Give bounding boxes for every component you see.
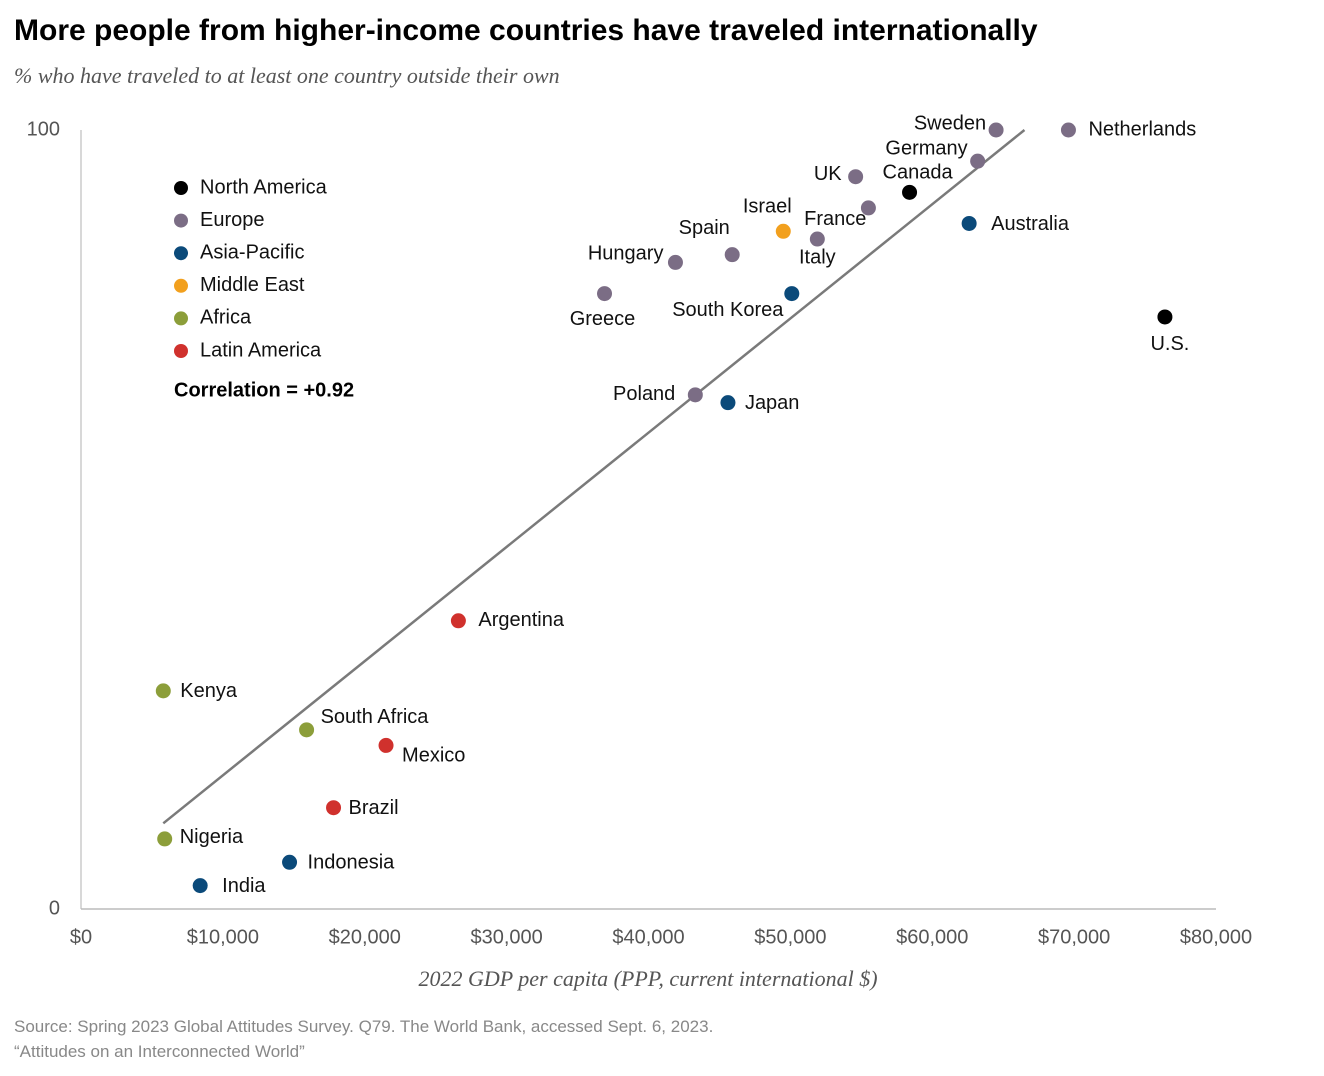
source: Source: Spring 2023 Global Attitudes Sur… bbox=[14, 1017, 713, 1036]
point bbox=[724, 247, 740, 263]
point-label: Canada bbox=[883, 162, 954, 184]
point bbox=[378, 737, 394, 753]
point bbox=[860, 200, 876, 216]
point bbox=[326, 800, 342, 816]
point bbox=[720, 395, 736, 411]
point bbox=[155, 683, 171, 699]
point-label: Spain bbox=[679, 217, 730, 239]
legend-label: Asia-Pacific bbox=[200, 241, 304, 263]
point-label: India bbox=[222, 875, 266, 897]
point bbox=[809, 231, 825, 247]
point bbox=[902, 184, 918, 200]
y-tick-label: 100 bbox=[27, 118, 60, 140]
chart-subtitle: % who have traveled to at least one coun… bbox=[14, 63, 560, 88]
point bbox=[192, 878, 208, 894]
legend-marker bbox=[174, 181, 188, 195]
point bbox=[1060, 122, 1076, 138]
x-tick-label: $60,000 bbox=[896, 926, 968, 948]
point-label: Japan bbox=[745, 392, 800, 414]
point bbox=[299, 722, 315, 738]
legend-label: Middle East bbox=[200, 274, 305, 296]
x-tick-label: $50,000 bbox=[754, 926, 826, 948]
point bbox=[784, 286, 800, 302]
point-label: Mexico bbox=[402, 745, 465, 767]
point bbox=[1157, 309, 1173, 325]
point-label: South Korea bbox=[672, 299, 784, 321]
point bbox=[848, 169, 864, 185]
x-tick-label: $40,000 bbox=[612, 926, 684, 948]
point bbox=[988, 122, 1004, 138]
legend-label: Latin America bbox=[200, 339, 322, 361]
x-tick-label: $30,000 bbox=[470, 926, 542, 948]
legend-label: Europe bbox=[200, 209, 265, 231]
x-tick-label: $80,000 bbox=[1180, 926, 1252, 948]
point-label: Poland bbox=[613, 383, 675, 405]
point-label: Italy bbox=[799, 246, 836, 268]
point bbox=[970, 153, 986, 169]
point-label: U.S. bbox=[1150, 333, 1189, 355]
point-label: Brazil bbox=[349, 797, 399, 819]
x-tick-label: $70,000 bbox=[1038, 926, 1110, 948]
legend-label: North America bbox=[200, 176, 328, 198]
point-label: Sweden bbox=[914, 112, 986, 134]
point-label: Kenya bbox=[180, 680, 238, 702]
source: “Attitudes on an Interconnected World” bbox=[14, 1042, 305, 1061]
x-tick-label: $10,000 bbox=[187, 926, 259, 948]
x-tick-label: $20,000 bbox=[329, 926, 401, 948]
point bbox=[667, 254, 683, 270]
point bbox=[282, 854, 298, 870]
chart-title: More people from higher-income countries… bbox=[14, 14, 1038, 47]
point bbox=[961, 215, 977, 231]
point-label: Greece bbox=[570, 308, 636, 330]
point-label: Israel bbox=[743, 196, 792, 218]
point-label: UK bbox=[814, 163, 842, 185]
point bbox=[597, 286, 613, 302]
point-label: Nigeria bbox=[180, 826, 244, 848]
point-label: Germany bbox=[885, 137, 967, 159]
point-label: Hungary bbox=[588, 243, 664, 265]
legend-marker bbox=[174, 278, 188, 293]
point-label: Indonesia bbox=[308, 852, 396, 874]
y-tick-label: 0 bbox=[49, 897, 60, 919]
legend-marker bbox=[174, 344, 188, 358]
legend-marker bbox=[174, 213, 188, 228]
x-axis-label: 2022 GDP per capita (PPP, current intern… bbox=[418, 966, 877, 991]
point bbox=[687, 387, 703, 403]
point bbox=[450, 613, 466, 629]
point-label: Netherlands bbox=[1088, 118, 1196, 140]
point bbox=[775, 223, 791, 239]
point-label: France bbox=[804, 208, 866, 230]
point bbox=[157, 831, 173, 847]
legend-marker bbox=[174, 311, 188, 326]
point-label: South Africa bbox=[321, 706, 430, 728]
annotation: Correlation = +0.92 bbox=[174, 379, 354, 401]
x-tick-label: $0 bbox=[70, 926, 92, 948]
legend-label: Africa bbox=[200, 307, 252, 329]
point-label: Australia bbox=[991, 213, 1070, 235]
legend-marker bbox=[174, 246, 188, 261]
trend-line bbox=[162, 129, 1026, 825]
point-label: Argentina bbox=[478, 609, 564, 631]
